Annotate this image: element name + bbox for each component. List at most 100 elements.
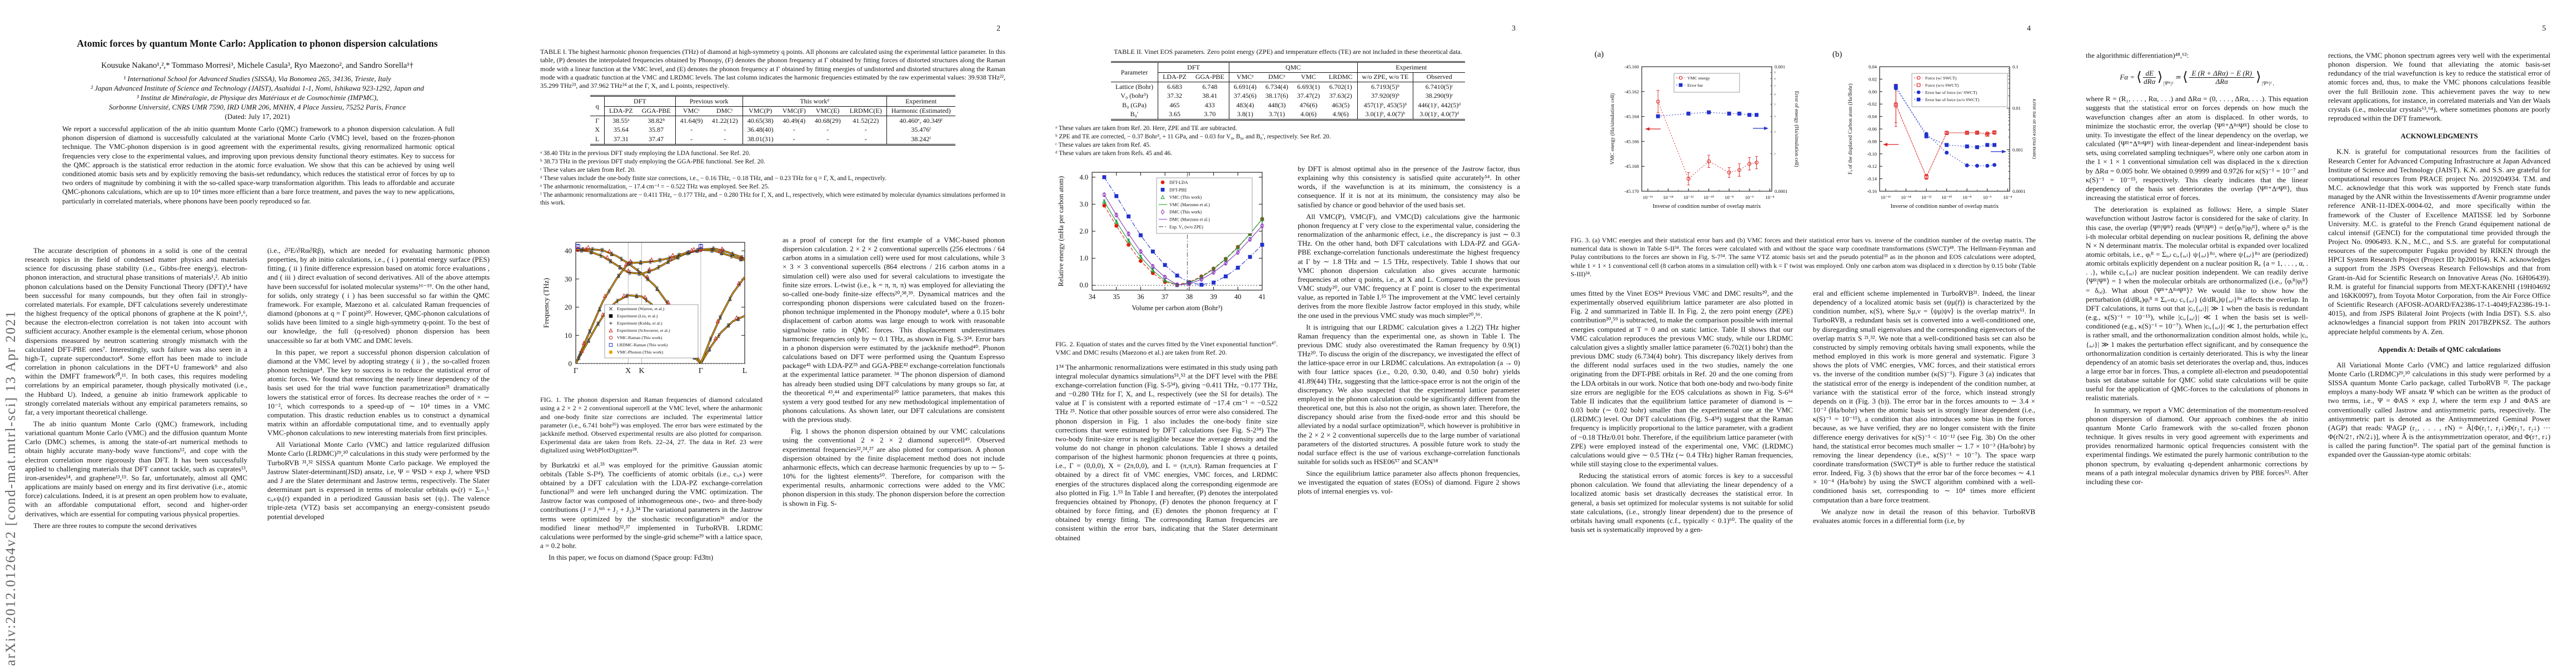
paragraph: The deterioration is explained as follow… <box>2086 205 2308 402</box>
svg-text:(b): (b) <box>1832 50 1842 59</box>
paragraph: by Burkatzki et al.³³ was employed for t… <box>540 460 763 550</box>
equation-part: ⟩ <box>2255 70 2261 85</box>
table-header-cell: Parameter <box>1110 62 1158 83</box>
svg-text:-45.162: -45.162 <box>1625 89 1639 94</box>
svg-text:10⁻⁶: 10⁻⁶ <box>1983 195 1992 200</box>
force-equation: Fα = ⟨ dE dRα ⟩ |Ψᴿ|² ≃ ⟨ E (R + ΔRα) − E (R) ΔRα… <box>2086 67 2308 88</box>
svg-text:3.0: 3.0 <box>1079 200 1088 208</box>
svg-text:Γ: Γ <box>574 367 578 375</box>
page-number: 2 <box>996 24 1000 33</box>
table-header-cell: Experiment <box>886 96 955 107</box>
table-cell: 6.7193(5)ᵇ <box>1357 82 1413 92</box>
table-1-footnotes: ᵃ 38.40 THz in the previous DFT study em… <box>540 150 1005 207</box>
affiliations: ¹ International School for Advanced Stud… <box>35 74 480 112</box>
svg-text:8: 8 <box>1774 78 1776 81</box>
paragraph: In summary, we report a VMC determinatio… <box>2086 405 2308 486</box>
table-cell: - <box>724 135 726 143</box>
table-cell: 41.64(9) <box>675 116 707 126</box>
page-number: 4 <box>2027 24 2031 33</box>
svg-text:Relative energy (mHa per carbo: Relative energy (mHa per carbon atom) <box>1057 176 1065 287</box>
paragraph: eral and efficient scheme implemented in… <box>1813 289 2035 504</box>
table-cell: B₀′ <box>1130 110 1139 118</box>
table-cell: 37.920(9)ᵇ <box>1357 91 1413 101</box>
table-footnote: ᵈ These values include the one-body fini… <box>540 175 887 182</box>
left-column: The accurate description of phonons in a… <box>25 246 247 609</box>
table-cell: 40.460ᵉ, 40.349ᶠ <box>886 116 955 126</box>
table-cell: 6.691(4) <box>1228 82 1261 92</box>
svg-text:10⁻¹⁴: 10⁻¹⁴ <box>1663 195 1673 200</box>
table-footnote: ᵃ These values are taken from Ref. 20. H… <box>1055 125 1237 132</box>
affiliation-4: Sorbonne Université, CNRS UMR 7590, IRD … <box>108 103 406 111</box>
table-2-block: TABLE II. Vinet EOS parameters. Zero poi… <box>1055 48 1521 158</box>
svg-text:10⁻⁸: 10⁻⁸ <box>1962 195 1971 200</box>
table-header-cell: LRDMC <box>1324 72 1358 83</box>
paragraph: The accurate description of phonons in a… <box>25 246 247 416</box>
svg-text:0: 0 <box>569 360 572 368</box>
svg-text:0.00: 0.00 <box>1869 89 1877 94</box>
table-header-cell: GGA-PBE <box>637 106 676 117</box>
table-cell: 35.476ᶠ <box>886 125 955 135</box>
table-header-cell: Harmonic (Estimated) <box>886 106 955 117</box>
svg-text:Exp. V₀ (w/o ZPE): Exp. V₀ (w/o ZPE) <box>1169 225 1203 230</box>
table-header-cell: GGA-PBE <box>1190 72 1229 83</box>
table-header-cell: This workᵈ <box>742 96 887 107</box>
affiliation-2: ² Japan Advanced Institute of Science an… <box>91 84 424 92</box>
svg-text:Error bar: Error bar <box>1687 83 1703 88</box>
svg-text:0.001: 0.001 <box>2012 147 2023 152</box>
paragraph: as a proof of concept for the first exam… <box>783 236 1005 424</box>
equation-part: ⟩ <box>2157 70 2163 85</box>
table-cell: 35.87 <box>649 126 664 134</box>
svg-text:-0.12: -0.12 <box>1867 163 1877 169</box>
table-header-cell: w/o ZPE, w/o TE <box>1357 72 1413 83</box>
paragraph: by DFT is almost optimal also in the pre… <box>1298 165 1520 209</box>
svg-text:4.0: 4.0 <box>1079 173 1088 181</box>
authors-line: Kousuke Nakano¹,²,* Tommaso Morresi³, Mi… <box>101 61 413 70</box>
fig1-box: 0 10 20 30 40 Γ X K Γ L Frequency (THz) Experiment … <box>540 238 763 391</box>
table-cell: 37.47(2) <box>1297 92 1320 100</box>
table-cell: 37.45(6) <box>1228 91 1261 101</box>
paragraph: All VMC(P), VMC(F), and VMC(D) calculati… <box>1298 212 1520 320</box>
paragraph: K.N. is grateful for computational resou… <box>2328 147 2550 336</box>
svg-text:VMC-Raman (This work): VMC-Raman (This work) <box>617 335 662 340</box>
svg-text:41: 41 <box>1259 293 1266 301</box>
svg-text:40: 40 <box>1234 293 1242 301</box>
table-footnote: ᶜ These values are taken from Ref. 20. <box>540 166 636 173</box>
svg-text:-0.14: -0.14 <box>1867 176 1877 182</box>
left-column: umes fitted by the Vinet EOS³⁴ Previous … <box>1571 289 1793 611</box>
svg-text:-0.10: -0.10 <box>1867 151 1877 157</box>
svg-text:0.1: 0.1 <box>2012 64 2019 69</box>
table-header-cell: VMCᵃ <box>1228 72 1261 83</box>
two-column-text: 0 10 20 30 40 Γ X K Γ L Frequency (THz) Experiment … <box>540 236 1005 618</box>
svg-text:DMC (Maezono et al.): DMC (Maezono et al.) <box>1169 217 1210 222</box>
table-cell: 37.63(2) <box>1329 92 1352 100</box>
svg-text:Inverse of condition number of: Inverse of condition number of overlap m… <box>1891 203 2000 210</box>
table-1: q DFT Previous work This workᵈ Experiment LDA… <box>540 95 1005 146</box>
svg-text:Experiment (Liu, et al.): Experiment (Liu, et al.) <box>617 313 658 318</box>
table-cell: 433 <box>1204 101 1215 109</box>
table-cell: - <box>793 135 795 143</box>
table-cell: 6.734(4) <box>1265 82 1288 91</box>
svg-text:10⁻¹⁰: 10⁻¹⁰ <box>1703 195 1715 200</box>
table-cell: 476(6) <box>1299 101 1318 109</box>
fraction: dE dRα <box>2143 68 2156 86</box>
svg-text:10⁻⁸: 10⁻⁸ <box>1725 195 1733 200</box>
table-cell: 41.52(22) <box>853 116 879 125</box>
table-cell: 38.01(31) <box>742 135 778 145</box>
equation-part: |Ψᴿ|² , <box>2261 81 2274 87</box>
right-column: (i.e., ∂²E/∂Rα∂Rβ), which are needed for… <box>267 246 490 609</box>
table-header-cell: VMC <box>1292 72 1324 83</box>
table-cell: - <box>793 126 795 134</box>
table-header-cell: DMCᵃ <box>1260 72 1293 83</box>
svg-text:-45.168: -45.168 <box>1625 163 1639 169</box>
affiliation-1: ¹ International School for Advanced Stud… <box>123 74 391 83</box>
svg-text:X: X <box>625 367 631 375</box>
table-cell: 40.68(29) <box>814 116 841 125</box>
paragraph: where R = (R₁, . . . , Rα, . . .) and ΔR… <box>2086 94 2308 202</box>
table-footnote: ᵃ 38.40 THz in the previous DFT study em… <box>540 150 750 157</box>
table-cell: - <box>864 126 867 134</box>
page-5: 5 the algorithmic differentiation)⁴⁸,⁶²:… <box>2061 0 2576 667</box>
svg-text:VMC energy (Ha/simulation cell: VMC energy (Ha/simulation cell) <box>1610 93 1616 165</box>
table-footnote: ᵇ ZPE and TE are corrected, − 0.37 Bohr³… <box>1055 133 1331 141</box>
equation-part: ≃ <box>2175 73 2181 82</box>
fig2-box: 34 35 36 37 38 39 40 41 0.0 1.0 2.0 3.0 4.0 DFT-LDA DF… <box>1055 167 1278 336</box>
